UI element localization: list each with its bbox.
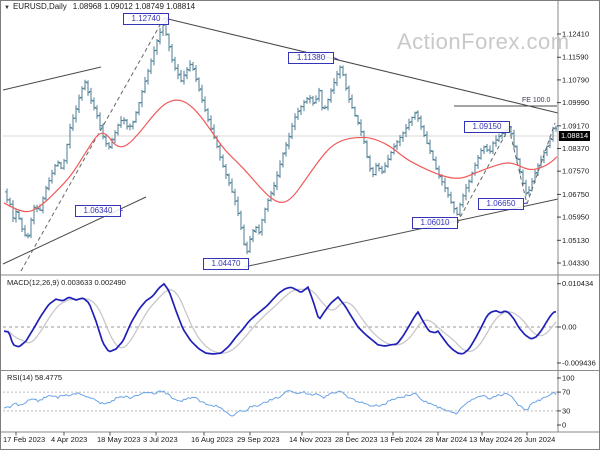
date-tick-label: 4 Apr 2023 xyxy=(51,435,87,444)
price-tick-label: 1.07570 xyxy=(562,167,589,176)
trendline-rising-support-left xyxy=(2,196,147,265)
rsi-tick-label: 70 xyxy=(562,388,570,397)
price-annotation-1-04470[interactable]: 1.04470 xyxy=(203,258,249,270)
date-tick-label: 14 Nov 2023 xyxy=(289,435,332,444)
rsi-tick-label: 100 xyxy=(562,374,575,383)
fibonacci-expansion-label[interactable]: FE 100.0 xyxy=(522,97,551,104)
date-tick-label: 29 Sep 2023 xyxy=(237,435,280,444)
macd-indicator-label: MACD(12,26,9) 0.003633 0.002490 xyxy=(7,278,126,287)
date-tick-label: 28 Mar 2024 xyxy=(425,435,467,444)
watermark-text: ActionForex.com xyxy=(397,29,570,54)
red-ma-path xyxy=(3,99,557,213)
collapse-icon[interactable]: ▼ xyxy=(4,5,10,11)
macd-panel-lines xyxy=(3,282,557,355)
macd-main-path xyxy=(3,282,557,355)
date-tick-label: 18 May 2023 xyxy=(97,435,140,444)
macd-tick-label: -0.009436 xyxy=(562,359,596,368)
rsi-tick-label: 30 xyxy=(562,406,570,415)
price-tick-label: 1.12410 xyxy=(562,30,589,39)
current-price-tag: 1.08814 xyxy=(559,131,591,141)
ohlc-quote-values: 1.08968 1.09012 1.08749 1.08814 xyxy=(72,2,196,11)
price-tick-label: 1.09170 xyxy=(562,121,589,130)
price-tick-label: 1.08370 xyxy=(562,144,589,153)
macd-signal-path xyxy=(3,288,557,354)
trendline-rising-support-right xyxy=(243,198,559,268)
price-tick-label: 1.05950 xyxy=(562,213,589,222)
price-annotation-1-06650[interactable]: 1.06650 xyxy=(478,198,524,210)
price-tick-label: 1.09990 xyxy=(562,98,589,107)
trendline-swing-dashed-3 xyxy=(526,122,556,205)
trendline-swing-dashed-2 xyxy=(508,127,528,205)
annotation-tail xyxy=(523,202,528,204)
date-tick-label: 3 Jul 2023 xyxy=(143,435,178,444)
rsi-path xyxy=(3,390,557,417)
price-annotation-1-06010[interactable]: 1.06010 xyxy=(412,217,458,229)
trendline-steep-dashed-rally xyxy=(20,17,165,272)
annotation-tail xyxy=(509,126,513,128)
date-tick-label: 17 Feb 2023 xyxy=(3,435,45,444)
trendline-channel-upper-left xyxy=(2,66,102,91)
annotation-tail xyxy=(120,209,124,211)
moving-average-line xyxy=(3,99,557,213)
date-tick-label: 26 Jun 2024 xyxy=(514,435,555,444)
annotation-tail xyxy=(457,221,460,223)
rsi-tick-label: 0 xyxy=(562,421,566,430)
price-tick-label: 1.06750 xyxy=(562,190,589,199)
price-tick-label: 1.04330 xyxy=(562,259,589,268)
date-tick-label: 28 Dec 2023 xyxy=(335,435,378,444)
rsi-indicator-label: RSI(14) 58.4775 xyxy=(7,373,63,382)
price-annotation-1-11380[interactable]: 1.11380 xyxy=(288,52,334,64)
price-tick-label: 1.11590 xyxy=(562,53,589,62)
annotation-tail xyxy=(333,57,340,61)
price-tick-label: 1.05130 xyxy=(562,236,589,245)
macd-tick-label: 0.00 xyxy=(562,323,577,332)
symbol-timeframe: EURUSD,Daily xyxy=(12,2,67,11)
date-tick-label: 13 May 2024 xyxy=(469,435,512,444)
trendline-descending-resistance xyxy=(163,17,559,114)
rsi-panel-line xyxy=(3,390,557,417)
price-annotation-1-06340[interactable]: 1.06340 xyxy=(75,205,121,217)
price-annotation-1-09150[interactable]: 1.09150 xyxy=(464,121,510,133)
trendlines[interactable] xyxy=(2,17,559,272)
date-tick-label: 16 Aug 2023 xyxy=(191,435,233,444)
candlestick-bars xyxy=(5,23,557,255)
chart-title-bar: ▼ EURUSD,Daily 1.08968 1.09012 1.08749 1.0… xyxy=(4,2,195,11)
date-tick-label: 13 Feb 2024 xyxy=(380,435,422,444)
price-annotation-1-12740[interactable]: 1.12740 xyxy=(123,13,169,25)
price-tick-label: 1.10790 xyxy=(562,75,589,84)
macd-tick-label: 0.010434 xyxy=(562,279,593,288)
